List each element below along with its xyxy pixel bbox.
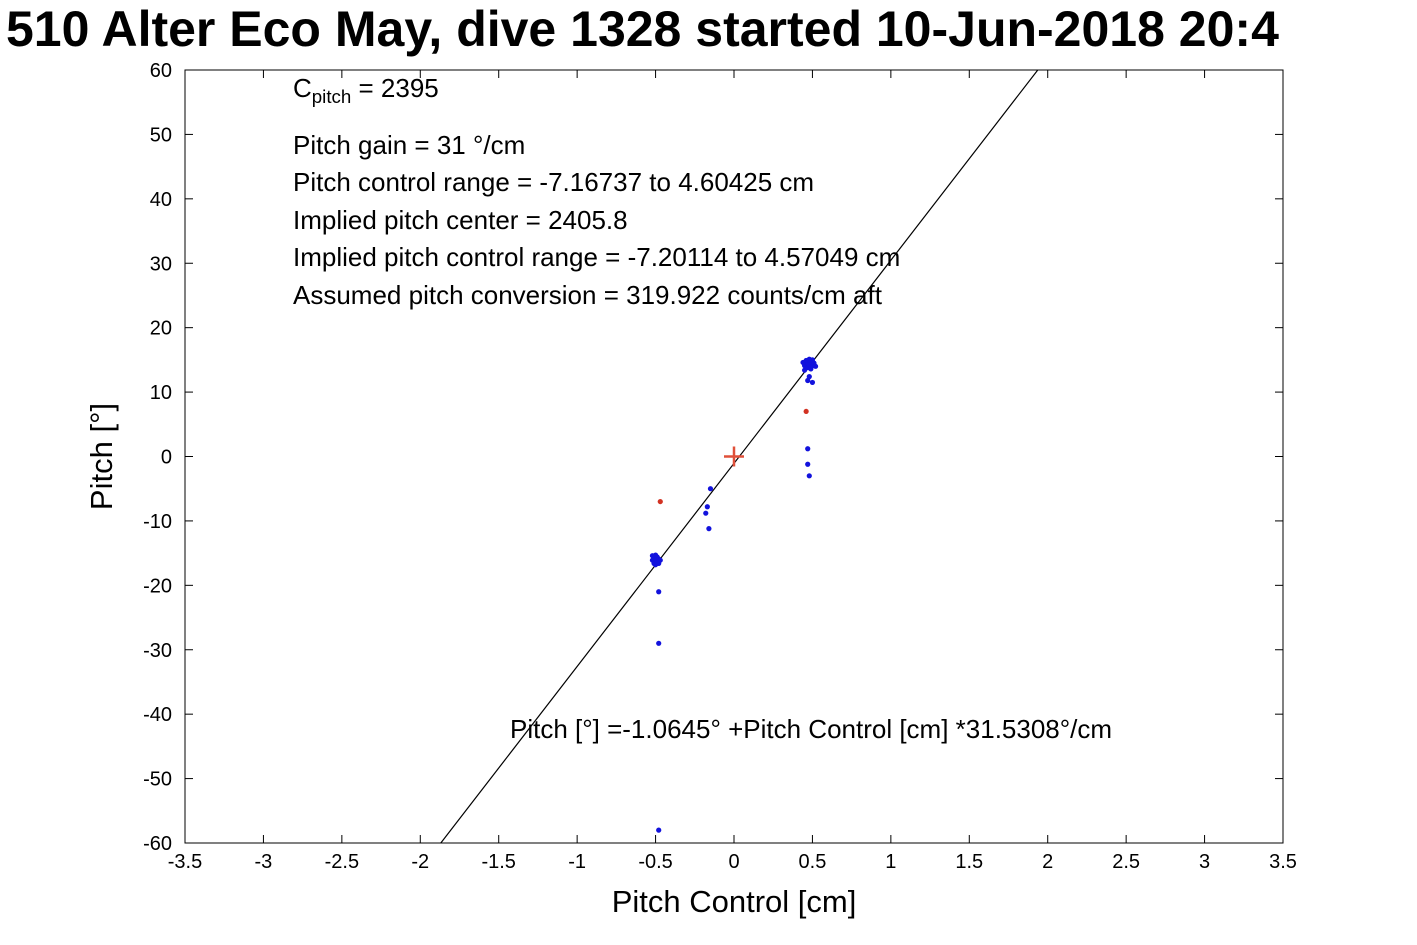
- x-tick-label: -2.5: [325, 851, 359, 873]
- flagged-points-marker: [803, 408, 809, 415]
- x-tick-label: 1.5: [955, 851, 983, 873]
- y-axis-label: Pitch [°]: [84, 403, 119, 510]
- y-tick-label: 0: [161, 447, 172, 469]
- y-tick-label: -50: [143, 769, 172, 791]
- dive-pitch-points-marker: [704, 504, 710, 510]
- dive-pitch-points-marker: [805, 461, 811, 467]
- y-tick-label: 30: [150, 253, 172, 275]
- y-tick-label: -30: [143, 640, 172, 662]
- annotation-cpitch: Cpitch = 2395: [293, 70, 900, 116]
- x-tick-label: 0.5: [799, 851, 827, 873]
- y-tick-label: 10: [150, 382, 172, 404]
- fit-info-annotations: Cpitch = 2395 Pitch gain = 31 °/cm Pitch…: [293, 70, 900, 314]
- flagged-points-marker: [657, 498, 663, 505]
- cpitch-sub: pitch: [311, 86, 352, 108]
- y-tick-label: -60: [143, 833, 172, 855]
- x-tick-label: 3.5: [1269, 851, 1297, 873]
- dive-pitch-points-marker: [657, 557, 663, 563]
- x-tick-label: -3.5: [168, 851, 202, 873]
- x-tick-label: 1: [885, 851, 896, 873]
- annotation-implied-pitch-center: Implied pitch center = 2405.8: [293, 204, 628, 235]
- dive-pitch-points-marker: [656, 827, 662, 833]
- x-axis-label: Pitch Control [cm]: [612, 884, 857, 919]
- dive-pitch-points-marker: [703, 510, 709, 516]
- dive-pitch-points-marker: [652, 562, 659, 568]
- dive-pitch-points-marker: [707, 486, 714, 492]
- dive-pitch-points-marker: [656, 589, 662, 595]
- x-tick-label: 2: [1042, 851, 1053, 873]
- y-tick-label: 20: [150, 318, 172, 340]
- y-tick-label: 40: [150, 189, 172, 211]
- cpitch-base: C: [293, 73, 312, 103]
- y-tick-label: 60: [150, 60, 172, 82]
- x-tick-label: -1.5: [481, 851, 515, 873]
- x-tick-label: 2.5: [1112, 851, 1140, 873]
- y-tick-label: 50: [150, 124, 172, 146]
- annotation-pitch-gain: Pitch gain = 31 °/cm: [293, 129, 526, 160]
- x-tick-label: 0: [728, 851, 739, 873]
- x-tick-label: -0.5: [638, 851, 672, 873]
- y-tick-label: -10: [143, 511, 172, 533]
- dive-pitch-points-marker: [812, 363, 819, 369]
- dive-pitch-points-marker: [806, 374, 812, 380]
- annotation-implied-pitch-control-range: Implied pitch control range = -7.20114 t…: [293, 242, 901, 273]
- dive-pitch-points-marker: [706, 526, 712, 532]
- figure-title: 510 Alter Eco May, dive 1328 started 10-…: [6, 1, 1279, 57]
- y-tick-label: -20: [143, 575, 172, 597]
- y-tick-label: -40: [143, 704, 172, 726]
- x-tick-label: -3: [255, 851, 273, 873]
- cpitch-rest: = 2395: [351, 73, 439, 103]
- x-tick-label: 3: [1199, 851, 1210, 873]
- dive-pitch-points-marker: [656, 640, 662, 646]
- dive-pitch-points-marker: [805, 446, 811, 452]
- fit-equation-annotation: Pitch [°] =-1.0645° +Pitch Control [cm] …: [510, 714, 1113, 744]
- dive-pitch-points-marker: [809, 379, 816, 386]
- dive-pitch-points-marker: [806, 473, 812, 479]
- x-tick-label: -2: [411, 851, 429, 873]
- annotation-pitch-control-range: Pitch control range = -7.16737 to 4.6042…: [293, 167, 815, 198]
- annotation-assumed-pitch-conversion: Assumed pitch conversion = 319.922 count…: [293, 279, 882, 310]
- x-tick-label: -1: [568, 851, 586, 873]
